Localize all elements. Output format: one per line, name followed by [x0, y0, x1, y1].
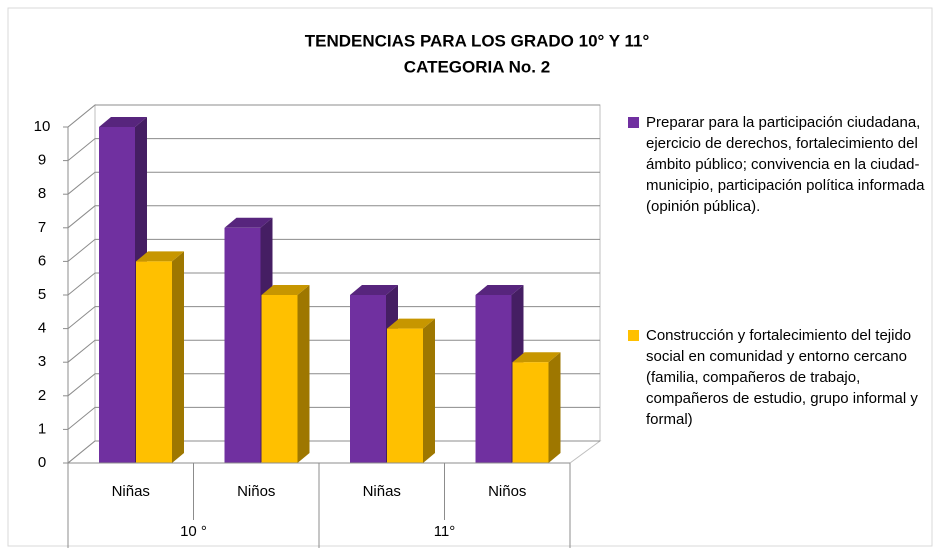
bar-top: [99, 117, 147, 127]
y-tick-label: 2: [38, 387, 46, 404]
x-tick-label: Niños: [237, 483, 275, 500]
legend-swatch: [628, 330, 639, 341]
bar-top: [224, 217, 273, 228]
legend-entry: Preparar para la participación ciudadana…: [628, 112, 935, 217]
grid-line: [67, 238, 600, 262]
y-tick-label: 1: [38, 420, 46, 437]
bar: [99, 127, 135, 463]
grid-line: [67, 272, 600, 296]
legend-entry: Construcción y fortalecimiento del tejid…: [628, 325, 935, 430]
y-tick-label: 0: [38, 454, 46, 471]
bar-top: [475, 285, 524, 295]
bar: [387, 328, 423, 463]
group-label: 11°: [434, 523, 456, 540]
bar: [224, 227, 261, 463]
y-tick-label: 8: [38, 185, 46, 202]
y-tick-label: 5: [38, 286, 46, 303]
chart-title: CATEGORIA No. 2: [404, 57, 550, 76]
bar-side: [297, 285, 310, 463]
bar-side: [548, 352, 561, 463]
x-tick-label: Niñas: [112, 483, 150, 500]
y-tick-label: 7: [38, 219, 46, 236]
y-tick-label: 4: [38, 320, 46, 337]
legend-label: Construcción y fortalecimiento del tejid…: [646, 327, 918, 428]
bar-side: [423, 318, 435, 463]
bar: [475, 295, 512, 463]
grid-line: [67, 104, 600, 128]
y-tick-label: 3: [38, 353, 46, 370]
legend-label: Preparar para la participación ciudadana…: [646, 114, 925, 215]
bar: [512, 362, 549, 463]
chart-title: TENDENCIAS PARA LOS GRADO 10° Y 11°: [305, 31, 650, 50]
x-tick-label: Niños: [488, 483, 526, 500]
y-tick-label: 9: [38, 152, 46, 169]
grid-line: [67, 138, 600, 161]
bar: [261, 295, 298, 463]
group-label: 10 °: [180, 523, 207, 540]
grid-line: [67, 171, 600, 195]
bar-top: [261, 285, 310, 295]
y-tick-label: 10: [34, 118, 51, 135]
x-tick-label: Niñas: [363, 483, 401, 500]
bar: [136, 261, 172, 463]
bar-top: [350, 285, 398, 295]
grid-line: [67, 306, 600, 329]
bar-top: [136, 251, 184, 262]
bar-top: [512, 352, 561, 363]
y-tick-label: 6: [38, 252, 46, 269]
legend-swatch: [628, 117, 639, 128]
bar-top: [387, 318, 435, 329]
bar-side: [172, 251, 184, 463]
grid-line: [67, 205, 600, 229]
bar: [350, 295, 386, 463]
